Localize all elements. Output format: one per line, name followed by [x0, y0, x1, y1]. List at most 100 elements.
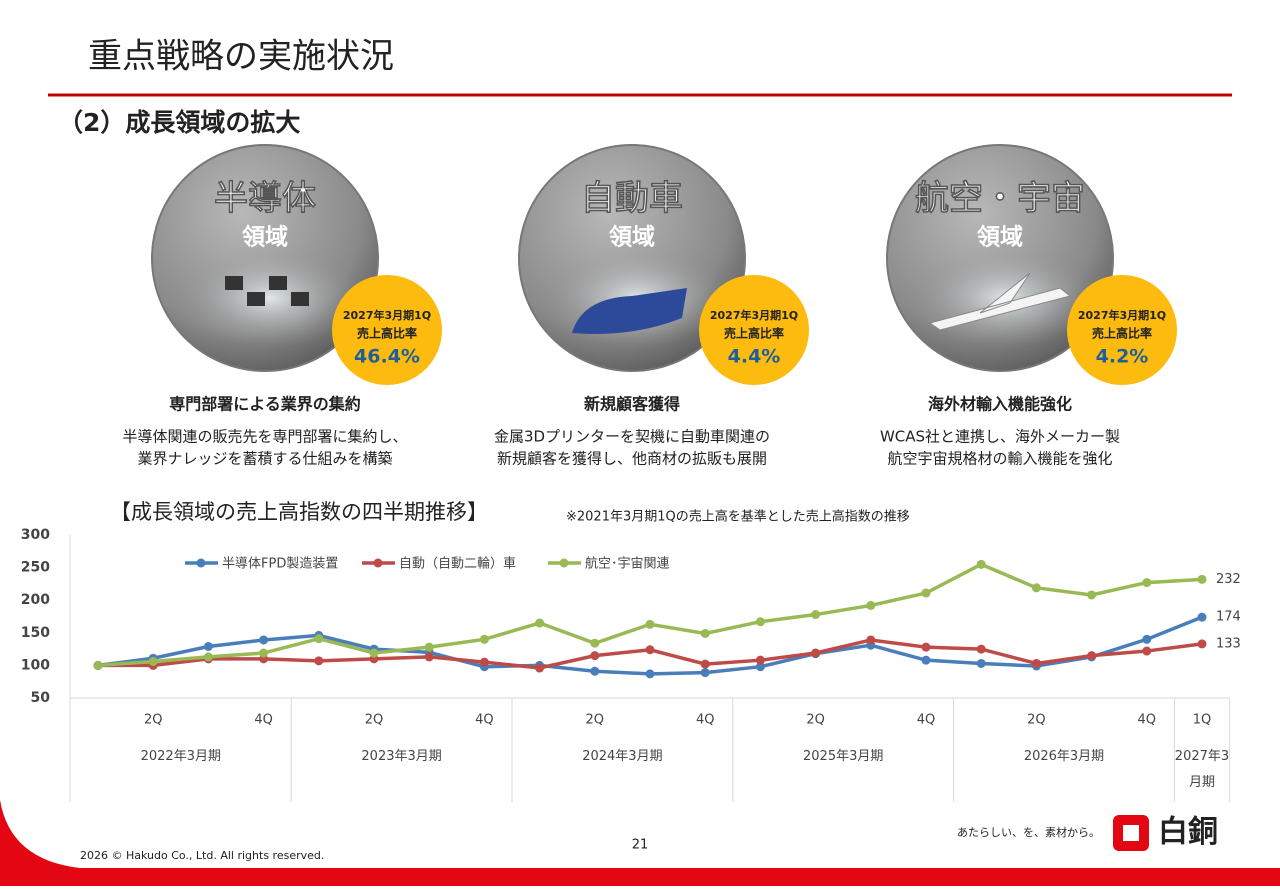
- x-tick-label: 2Q: [365, 713, 384, 728]
- x-tick-label: 4Q: [1138, 713, 1157, 728]
- series-point: [259, 648, 269, 658]
- x-tick-label: 2Q: [806, 713, 825, 728]
- segment-sub: 領域: [242, 224, 288, 251]
- series-point: [700, 668, 710, 678]
- series-point: [976, 559, 986, 569]
- series-point: [203, 641, 213, 651]
- group-label: 2022年3月期: [140, 749, 221, 764]
- series-point: [811, 648, 821, 658]
- logo-text: 白銅: [1158, 815, 1218, 850]
- legend-marker: [373, 558, 383, 568]
- segment-desc: 業界ナレッジを蓄積する仕組みを構築: [137, 450, 392, 468]
- car: [572, 288, 687, 334]
- series-point: [314, 656, 324, 666]
- legend-label: 航空･宇宙関連: [585, 556, 670, 572]
- series-point: [590, 638, 600, 648]
- segment-heading: 海外材輸入機能強化: [928, 395, 1072, 414]
- series-point: [645, 669, 655, 679]
- chart-subtitle: ※2021年3月期1Qの売上高を基準とした売上高指数の推移: [566, 509, 910, 525]
- series-point: [921, 655, 931, 665]
- y-tick-label: 250: [21, 560, 50, 576]
- series-point: [811, 610, 821, 620]
- series-point: [1142, 634, 1152, 644]
- chip: [269, 276, 287, 290]
- chip: [291, 292, 309, 306]
- series-point: [976, 658, 986, 668]
- series-point: [424, 642, 434, 652]
- group-box: 2025年3月期: [803, 749, 884, 764]
- chart: 50 100 150 200 250 300 2Q 4Q 2Q 4Q 2Q 4Q 2Q 4Q 2Q 4Q 1Q 2…: [21, 527, 1241, 802]
- series-point: [755, 655, 765, 665]
- segment-heading: 新規顧客獲得: [584, 395, 680, 414]
- chip: [225, 276, 243, 290]
- segment-heading: 専門部署による業界の集約: [169, 395, 361, 414]
- badge-ratio: 4.2%: [1096, 346, 1149, 368]
- segment-title: 航空・宇宙: [915, 179, 1085, 219]
- series-point: [700, 659, 710, 669]
- legend-marker: [196, 558, 206, 568]
- x-tick-label: 4Q: [917, 713, 936, 728]
- series-point: [535, 618, 545, 628]
- y-tick-label: 300: [21, 527, 50, 543]
- segment-desc: 航空宇宙規格材の輸入機能を強化: [887, 450, 1112, 468]
- segment-desc: 新規顧客を獲得し、他商材の拡販も展開: [497, 450, 767, 468]
- series-point: [700, 628, 710, 638]
- badge: [699, 275, 809, 385]
- group-label: 2025年3月期: [803, 749, 884, 764]
- badge-ratio: 4.4%: [728, 346, 781, 368]
- segment-desc: 金属3Dプリンターを契機に自動車関連の: [494, 428, 770, 446]
- y-tick-label: 50: [31, 690, 51, 706]
- series-point: [590, 651, 600, 661]
- series-point: [259, 635, 269, 645]
- x-tick-label: 4Q: [475, 713, 494, 728]
- y-tick-label: 100: [21, 657, 50, 673]
- badge-label: 売上高比率: [724, 326, 784, 341]
- series-point: [921, 588, 931, 598]
- badge-label: 売上高比率: [357, 326, 417, 341]
- badge: [332, 275, 442, 385]
- x-tick-label: 4Q: [254, 713, 273, 728]
- badge-label: 売上高比率: [1092, 326, 1152, 341]
- segment-desc: WCAS社と連携し、海外メーカー製: [880, 428, 1120, 446]
- x-tick-label: 1Q: [1193, 713, 1212, 728]
- badge-period: 2027年3月期1Q: [1078, 308, 1166, 322]
- x-tick-label: 2Q: [1027, 713, 1046, 728]
- group-box: 2023年3月期: [361, 749, 442, 764]
- series-point: [1142, 578, 1152, 588]
- legend-label: 自動（自動二輪）車: [399, 556, 516, 572]
- series-point: [1197, 574, 1207, 584]
- page-number: 21: [632, 838, 649, 853]
- series-point: [1031, 583, 1041, 593]
- x-tick-label: 4Q: [696, 713, 715, 728]
- group-box: 2024年3月期: [582, 749, 662, 764]
- end-value-label: 174: [1216, 610, 1241, 625]
- legend-marker: [559, 558, 569, 568]
- series-point: [921, 642, 931, 652]
- series-point: [866, 600, 876, 610]
- series-point: [866, 635, 876, 645]
- end-value-label: 133: [1216, 636, 1241, 651]
- group-label: 2026年3月期: [1023, 749, 1105, 764]
- copyright: 2026 © Hakudo Co., Ltd. All rights reser…: [80, 849, 324, 862]
- badge-period: 2027年3月期1Q: [710, 308, 798, 322]
- badge-ratio: 46.4%: [354, 346, 420, 368]
- series-point: [755, 617, 765, 627]
- series-point: [645, 645, 655, 655]
- series-point: [755, 662, 765, 672]
- badge: [1067, 275, 1177, 385]
- series-point: [590, 666, 600, 676]
- badge-period: 2027年3月期1Q: [343, 308, 431, 322]
- group-box: 2022年3月期: [140, 749, 221, 764]
- y-tick-label: 150: [21, 625, 50, 641]
- group-label: 2023年3月期: [361, 749, 442, 764]
- slide-title: 重点戦略の実施状況: [88, 37, 394, 77]
- footer-band: [0, 800, 1280, 886]
- end-value-label: 232: [1216, 572, 1241, 587]
- x-tick-label: 2Q: [144, 713, 163, 728]
- segment-title: 半導体: [214, 179, 316, 219]
- segment-sub: 領域: [609, 224, 655, 251]
- chip: [247, 292, 265, 306]
- series-point: [314, 634, 324, 644]
